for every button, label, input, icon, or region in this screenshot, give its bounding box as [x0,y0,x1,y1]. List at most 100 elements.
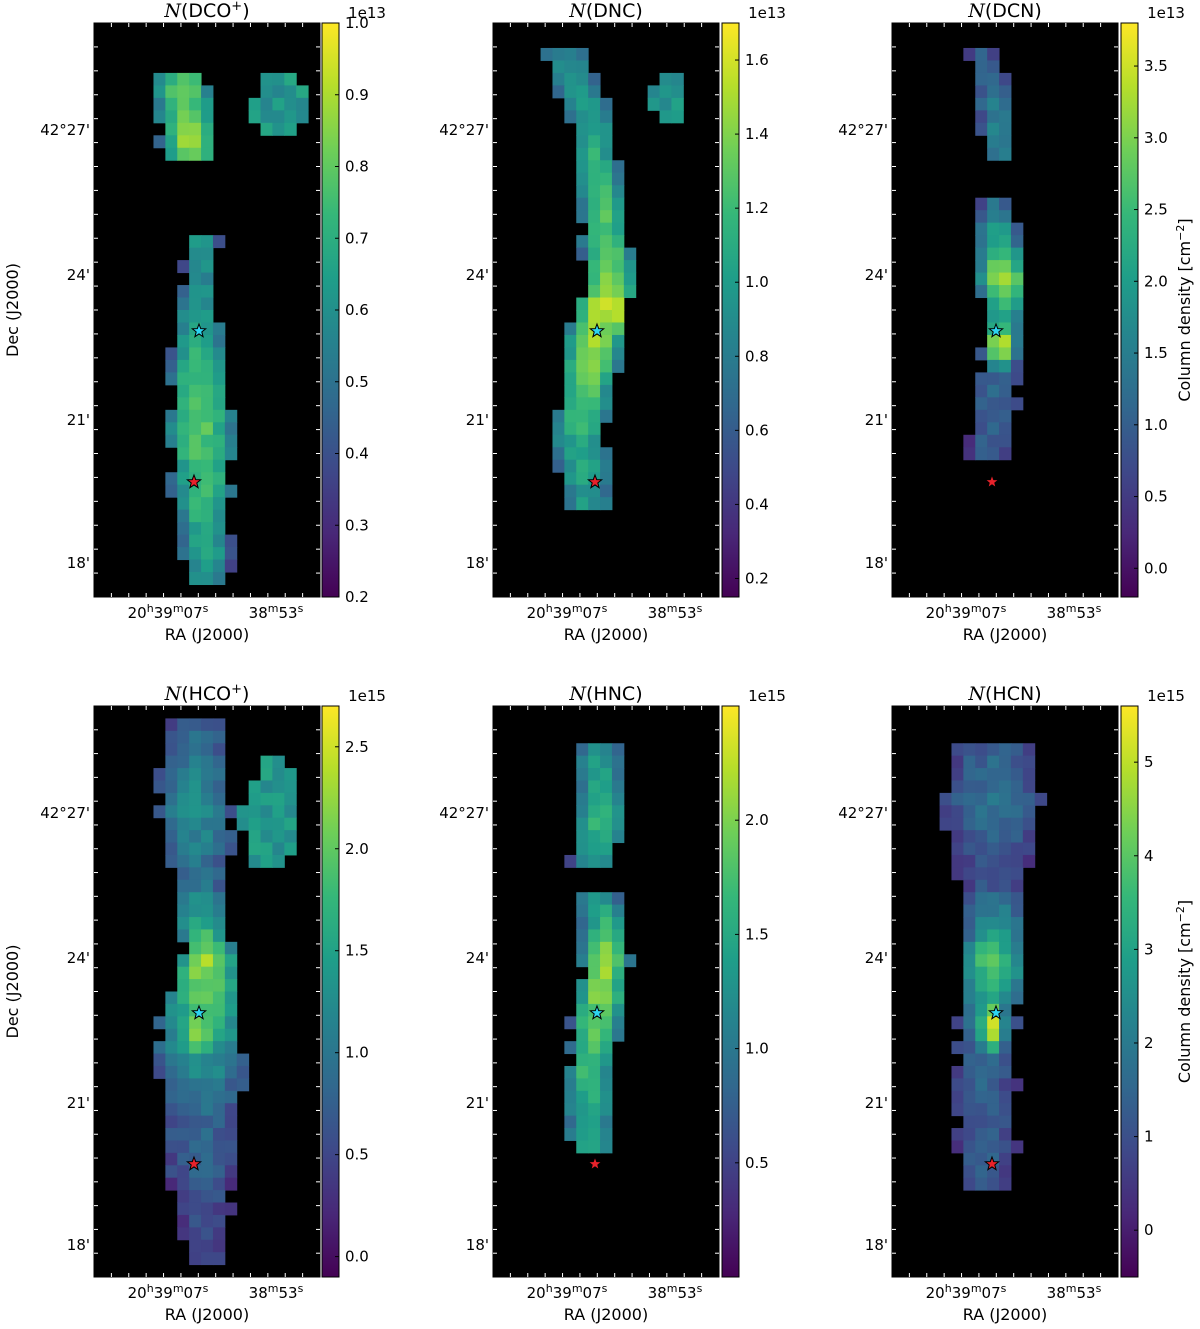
map-pixel [611,830,625,844]
map-pixel [963,447,976,461]
map-pixel [588,1053,601,1067]
map-pixel [1022,842,1036,856]
map-pixel [576,97,589,111]
map-pixel [999,322,1012,336]
map-pixel [201,522,214,536]
map-pixel [611,991,625,1005]
map-pixel [189,72,202,86]
map-pixel [248,97,262,111]
map-pixel [975,1078,988,1092]
map-pixel [999,979,1012,992]
map-pixel [999,447,1012,461]
map-pixel [600,1090,613,1104]
map-pixel [224,1028,238,1042]
map-pixel [963,743,976,757]
map-pixel [201,447,214,461]
map-pixel [189,1053,202,1067]
map-pixel [224,979,238,992]
map-pixel [212,979,226,992]
map-pixel [177,904,190,918]
map-pixel [588,247,601,261]
colorbar-tick-label: 0.0 [345,1248,369,1266]
map-pixel [600,842,613,856]
map-pixel [177,110,190,124]
map-pixel [576,805,589,819]
map-pixel [600,941,613,955]
map-pixel [212,1190,226,1204]
map-pixel [189,917,202,930]
map-pixel [212,904,226,918]
map-pixel [212,1016,226,1030]
map-pixel [975,743,988,757]
map-pixel [576,72,589,86]
map-pixel [611,222,625,236]
map-pixel [189,1190,202,1204]
map-pixel [659,110,672,124]
map-pixel [201,372,214,386]
colorbar-tick-label: 1.5 [1144,344,1168,362]
map-pixel [1010,1078,1024,1092]
map-pixel [564,1090,577,1104]
map-pixel [189,1252,202,1266]
map-pixel [177,497,190,511]
map-pixel [284,792,297,806]
map-pixel [1010,830,1024,844]
map-pixel [201,1065,214,1079]
map-pixel [963,1078,976,1092]
map-pixel [611,260,625,274]
map-pixel [600,1140,613,1154]
map-pixel [951,817,964,831]
map-pixel [284,817,297,831]
map-pixel [987,334,1000,348]
map-pixel [975,85,988,99]
map-pixel [153,135,166,149]
colorbar-tick-label: 4 [1144,847,1154,865]
map-pixel [623,272,637,286]
map-pixel [987,991,1000,1005]
dec-tick-label: 21' [67,411,90,429]
map-pixel [201,285,214,299]
map-pixel [975,879,988,893]
map-pixel [201,384,214,398]
map-pixel [212,1202,226,1216]
map-pixel [588,929,601,943]
map-pixel [999,941,1012,955]
map-pixel [588,1041,601,1055]
colorbar-tick-label: 0.3 [345,516,369,534]
map-pixel [224,547,238,561]
map-pixel [1010,260,1024,274]
ra-tick-label: 20h39m07s [527,1282,608,1303]
map-pixel [212,780,226,794]
red-star-marker [586,1155,604,1171]
map-pixel [951,1065,964,1079]
map-pixel [564,359,577,373]
map-pixel [576,1140,589,1154]
map-pixel [201,572,214,586]
map-pixel [611,359,625,373]
map-pixel [600,110,613,124]
map-pixel [600,172,613,186]
map-pixel [611,1003,625,1017]
map-pixel [999,1115,1012,1129]
colorbar-tick-label: 2.5 [1144,201,1168,219]
map-pixel [963,1041,976,1055]
map-pixel [153,97,166,111]
map-pixel [272,817,285,831]
map-pixel [576,122,589,136]
map-pixel [999,434,1012,448]
map-pixel [987,1078,1000,1092]
ra-tick-label: 38m53s [648,602,703,623]
map-pixel [201,917,214,930]
dec-tick-label: 18' [67,554,90,572]
map-pixel [236,1065,250,1079]
map-pixel [611,197,625,211]
map-pixel [212,755,226,769]
map-pixel [224,409,238,423]
x-axis-label: RA (J2000) [564,1305,648,1324]
colorbar-tick-label: 0.8 [745,347,769,365]
map-pixel [177,954,190,968]
map-pixel [260,805,273,819]
map-pixel [189,297,202,311]
map-pixels [564,743,637,1154]
map-pixel [588,817,601,831]
